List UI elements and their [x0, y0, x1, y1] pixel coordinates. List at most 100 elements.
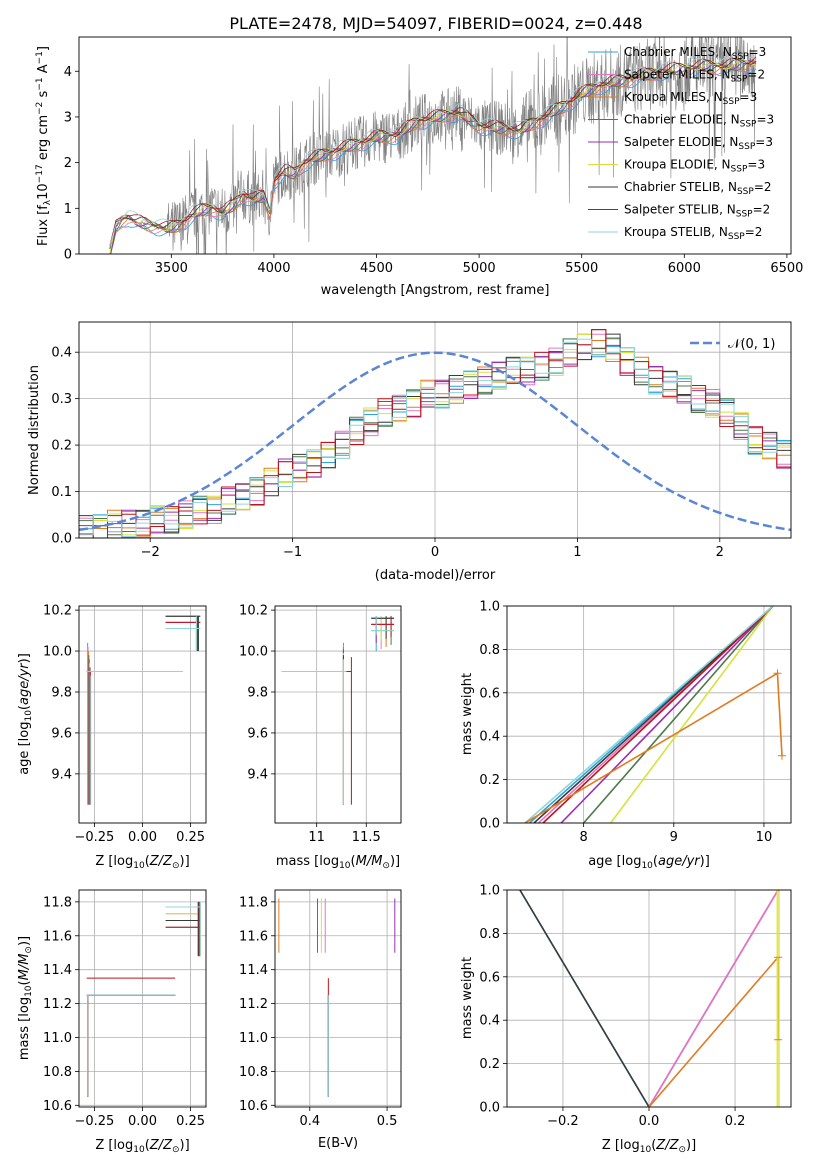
label-part: )]	[686, 1138, 696, 1153]
tick-label-x: 8	[579, 830, 587, 845]
label-part: age [log	[588, 854, 641, 869]
label-part: SSP	[740, 120, 757, 130]
tick-label-y: 11.4	[239, 963, 268, 978]
tick-label-y: 10.0	[43, 645, 72, 660]
tick-label-y: 2	[64, 156, 72, 171]
plot-area	[524, 606, 786, 823]
label-part: SSP	[738, 142, 755, 152]
axes-frame	[78, 321, 792, 539]
axes-frame	[274, 889, 402, 1108]
axes-frame	[506, 605, 792, 824]
axes-frame	[78, 605, 207, 824]
label-part: =3	[747, 158, 765, 172]
label-part: =2	[754, 180, 772, 194]
tick-label-x: −0.25	[74, 1114, 114, 1129]
tick-label-x: 5000	[463, 261, 496, 276]
tick-label-x: 1	[573, 545, 581, 560]
axes-frame	[274, 605, 402, 824]
tick-label-x: 0.00	[128, 1114, 157, 1129]
tick-label-x: 2	[716, 545, 724, 560]
tick-label-y: 3	[64, 110, 72, 125]
label-part: Chabrier STELIB, N	[624, 180, 737, 194]
legend-entry: Kroupa MILES, NSSP​=3	[624, 90, 757, 107]
tick-label-y: 9.8	[51, 685, 72, 700]
x-axis-label: age [log10​(age/yr)]	[588, 854, 710, 871]
plot-area	[86, 901, 201, 1097]
label-part: ]	[36, 46, 51, 51]
tick-label-x: 3500	[155, 261, 188, 276]
label-part: λ	[43, 199, 53, 205]
tick-label-y: 1.0	[479, 600, 500, 615]
tick-label-y: 11.6	[239, 929, 268, 944]
tick-label-x: −0.25	[74, 830, 114, 845]
tick-label-x: 5500	[565, 261, 598, 276]
tick-label-x: 6000	[668, 261, 701, 276]
label-part: ⊙	[172, 861, 180, 871]
label-part: M/M	[17, 954, 32, 981]
grid	[507, 889, 791, 1108]
x-axis-label: wavelength [Angstrom, rest frame]	[321, 283, 550, 298]
tick-label-y: 10.8	[239, 1065, 268, 1080]
tick-label-x: 11.5	[352, 830, 381, 845]
label-part: )]	[180, 1138, 190, 1153]
label-part: ⊙	[24, 946, 34, 954]
cumulative-line	[524, 671, 783, 823]
cumulative-line	[533, 606, 774, 823]
label-part: =3	[740, 90, 758, 104]
label-part: erg cm	[36, 115, 51, 164]
tick-label-y: 10.8	[43, 1065, 72, 1080]
y-axis-label: mass weight	[460, 957, 475, 1039]
tick-label-y: 9.6	[247, 726, 268, 741]
model-line-2	[109, 63, 757, 254]
label-part: M/M	[356, 854, 383, 869]
figure-title: PLATE=2478, MJD=54097, FIBERID=0024, z=0…	[229, 14, 642, 33]
legend-entry: Chabrier STELIB, NSSP​=2	[624, 180, 772, 197]
tick-label-y: 0.0	[479, 817, 500, 832]
x-axis-label: Z [log10​(Z/Z⊙​)]	[602, 1138, 696, 1155]
label-part: Flux [f	[36, 205, 51, 246]
label-part: )]	[180, 854, 190, 869]
label-part: 10	[641, 861, 653, 871]
plot-area	[109, 37, 757, 254]
label-part: SSP	[732, 52, 749, 62]
tick-label-x: 4000	[257, 261, 290, 276]
age-vs-mass-panel: 11 11.5 9.4 9.6 9.8 10.0 10.2 mass [log10​(M/M⊙…	[239, 604, 402, 871]
label-part: A	[36, 64, 51, 77]
model-line-9	[109, 52, 757, 247]
tick-label-y: 1.0	[479, 884, 500, 899]
cumulative-line	[583, 606, 774, 823]
legend-entry: Salpeter STELIB, NSSP​=2	[624, 203, 770, 220]
tick-label-y: 1	[64, 202, 72, 217]
tick-label-y: 0.2	[479, 1057, 500, 1072]
cumulative-line	[648, 956, 779, 1107]
label-part: Z/Z	[655, 1138, 679, 1153]
tick-label-y: 9.8	[247, 685, 268, 700]
plot-layer: 3500 4000 4500 5000 5500 6000 6500 0 1 2 3 4 wavelen…	[17, 36, 803, 1155]
label-part: )]	[17, 653, 32, 663]
tick-label-y: 9.6	[51, 726, 72, 741]
legend: 𝒩(0, 1)	[690, 337, 775, 352]
x-axis-label: (data-model)/error	[375, 568, 496, 583]
cumulative-line	[542, 606, 774, 823]
label-part: SSP	[723, 97, 740, 107]
legend-entry: Kroupa STELIB, NSSP​=2	[624, 225, 762, 242]
residuals-panel: −2 −1 0 1 2 0.0 0.1 0.2 0.3 0.4 (data-model)/error…	[27, 321, 792, 583]
tick-label-y: 0.6	[479, 686, 500, 701]
label-part: )]	[700, 854, 710, 869]
tick-label-x: 9	[670, 830, 678, 845]
tick-label-x: 10	[756, 830, 773, 845]
tick-label-y: 0.0	[51, 532, 72, 547]
label-part: SSP	[728, 232, 745, 242]
tick-label-y: 0.2	[51, 439, 72, 454]
label-part: =3	[749, 45, 767, 59]
grid	[79, 322, 791, 539]
axes-frame	[78, 889, 207, 1108]
tick-label-x: 0.0	[639, 1114, 660, 1129]
tick-label-y: 11.4	[43, 963, 72, 978]
plot-area	[79, 329, 791, 538]
normal-curve	[79, 351, 791, 532]
tick-label-x: 4500	[360, 261, 393, 276]
cumulative-line	[648, 890, 779, 1107]
label-part: ⊙	[382, 861, 390, 871]
label-part: age/yr	[658, 854, 701, 869]
